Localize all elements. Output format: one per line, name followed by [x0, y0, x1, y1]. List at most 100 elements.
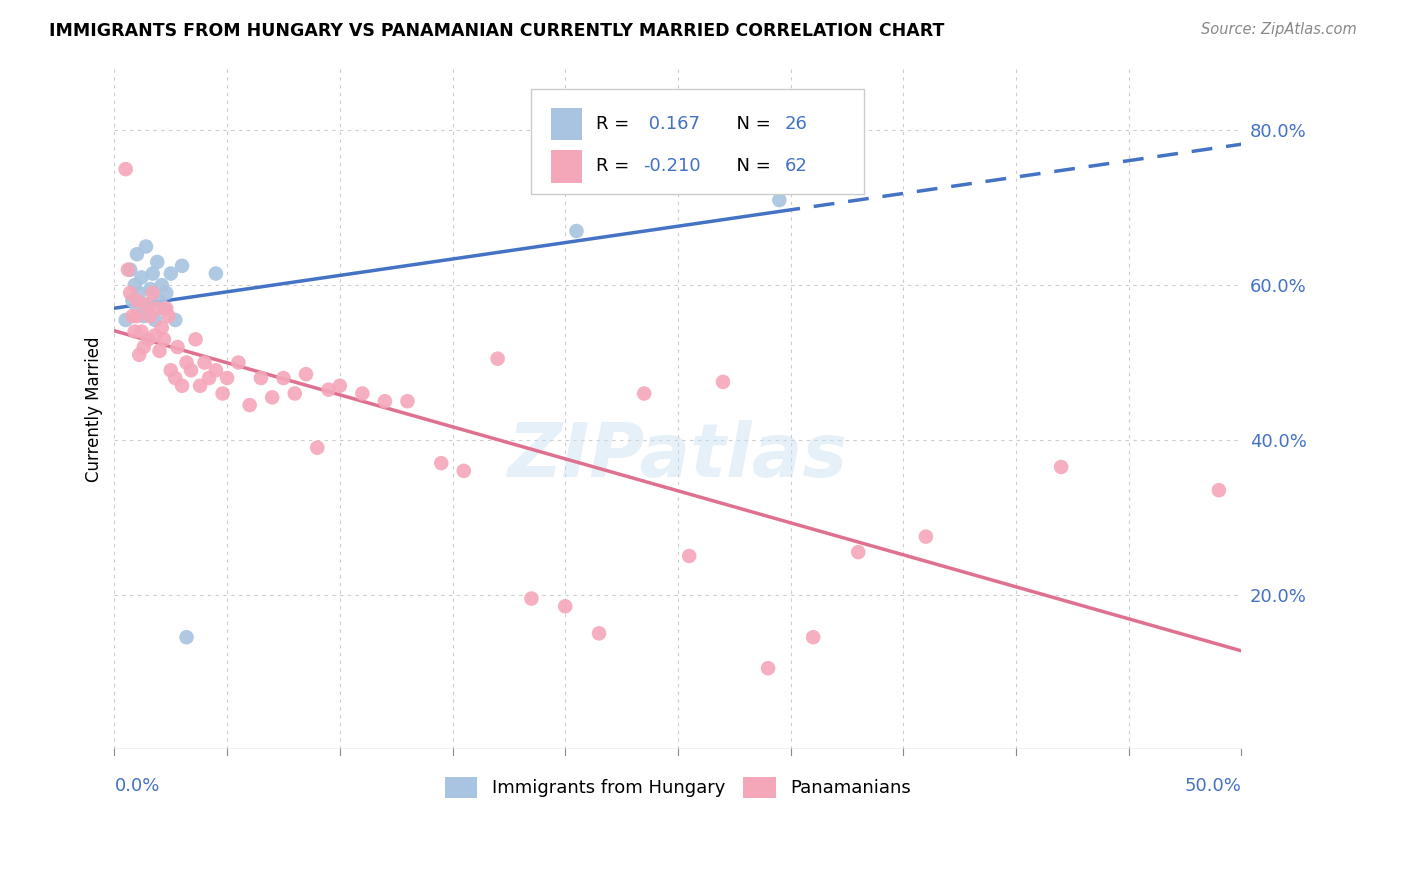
- Point: [180, 363, 202, 377]
- Point: [915, 530, 938, 544]
- Y-axis label: Currently Married: Currently Married: [86, 336, 103, 482]
- Point: [352, 386, 374, 401]
- Point: [318, 383, 340, 397]
- Point: [284, 386, 307, 401]
- Point: [239, 398, 262, 412]
- Point: [128, 285, 150, 300]
- Point: [565, 224, 588, 238]
- Text: R =: R =: [596, 157, 634, 176]
- Text: 0.167: 0.167: [643, 115, 700, 133]
- Text: -0.210: -0.210: [643, 157, 700, 176]
- Point: [374, 394, 396, 409]
- Point: [193, 355, 215, 369]
- Point: [125, 293, 148, 308]
- Point: [136, 297, 159, 311]
- Point: [217, 371, 239, 385]
- Text: Source: ZipAtlas.com: Source: ZipAtlas.com: [1201, 22, 1357, 37]
- Text: N =: N =: [725, 157, 776, 176]
- Text: 62: 62: [785, 157, 808, 176]
- Point: [128, 348, 150, 362]
- Text: R =: R =: [596, 115, 634, 133]
- Point: [132, 340, 155, 354]
- Point: [148, 343, 170, 358]
- Point: [114, 313, 136, 327]
- Point: [633, 386, 655, 401]
- Point: [588, 626, 610, 640]
- Point: [150, 278, 173, 293]
- Point: [205, 267, 228, 281]
- Point: [124, 325, 146, 339]
- Point: [188, 378, 211, 392]
- Point: [139, 282, 162, 296]
- Point: [170, 378, 193, 392]
- Point: [131, 325, 153, 339]
- Point: [1050, 460, 1073, 475]
- Point: [125, 309, 148, 323]
- Point: [756, 661, 779, 675]
- Point: [159, 267, 181, 281]
- Point: [139, 309, 162, 323]
- Text: 0.0%: 0.0%: [114, 777, 160, 795]
- Point: [131, 270, 153, 285]
- Point: [143, 313, 166, 327]
- Point: [121, 293, 143, 308]
- Point: [396, 394, 419, 409]
- Point: [135, 239, 157, 253]
- Point: [117, 262, 139, 277]
- Point: [125, 301, 148, 316]
- Point: [678, 549, 700, 563]
- Point: [148, 293, 170, 308]
- Point: [157, 309, 180, 323]
- Point: [170, 259, 193, 273]
- Point: [136, 332, 159, 346]
- Point: [165, 371, 187, 385]
- Point: [135, 297, 157, 311]
- Point: [768, 193, 790, 207]
- Point: [198, 371, 221, 385]
- Point: [211, 386, 233, 401]
- Point: [146, 301, 169, 316]
- Point: [143, 328, 166, 343]
- Point: [453, 464, 475, 478]
- Text: N =: N =: [725, 115, 776, 133]
- Text: ZIPatlas: ZIPatlas: [508, 420, 848, 493]
- Point: [165, 313, 187, 327]
- Point: [711, 375, 734, 389]
- Point: [228, 355, 250, 369]
- Point: [184, 332, 207, 346]
- FancyBboxPatch shape: [551, 108, 582, 140]
- Text: 26: 26: [785, 115, 808, 133]
- Point: [801, 630, 824, 644]
- Point: [273, 371, 295, 385]
- Point: [114, 162, 136, 177]
- Point: [430, 456, 453, 470]
- Text: 50.0%: 50.0%: [1185, 777, 1241, 795]
- Point: [121, 309, 143, 323]
- Point: [166, 340, 188, 354]
- Point: [486, 351, 509, 366]
- Point: [142, 267, 165, 281]
- Point: [262, 390, 284, 404]
- Point: [329, 378, 352, 392]
- Point: [153, 301, 176, 316]
- Point: [176, 355, 198, 369]
- Point: [124, 278, 146, 293]
- Point: [159, 363, 181, 377]
- Point: [120, 262, 142, 277]
- Legend: Immigrants from Hungary, Panamanians: Immigrants from Hungary, Panamanians: [437, 770, 918, 805]
- Text: IMMIGRANTS FROM HUNGARY VS PANAMANIAN CURRENTLY MARRIED CORRELATION CHART: IMMIGRANTS FROM HUNGARY VS PANAMANIAN CU…: [49, 22, 945, 40]
- Point: [146, 255, 169, 269]
- Point: [132, 309, 155, 323]
- Point: [554, 599, 576, 614]
- Point: [142, 285, 165, 300]
- Point: [120, 285, 142, 300]
- Point: [205, 363, 228, 377]
- Point: [520, 591, 543, 606]
- Point: [1208, 483, 1230, 498]
- Point: [250, 371, 273, 385]
- Point: [846, 545, 869, 559]
- Point: [125, 247, 148, 261]
- Point: [155, 301, 177, 316]
- Point: [155, 285, 177, 300]
- Point: [307, 441, 329, 455]
